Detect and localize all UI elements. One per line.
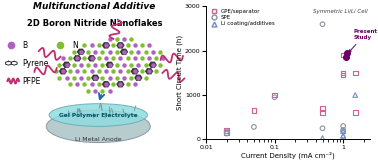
Text: PFPE: PFPE — [23, 76, 41, 86]
Polygon shape — [63, 62, 70, 67]
Polygon shape — [149, 62, 156, 67]
Point — [319, 137, 325, 139]
Y-axis label: Short Circuit Time (h): Short Circuit Time (h) — [177, 35, 183, 110]
Ellipse shape — [46, 110, 150, 143]
Legend: GPE/separator, SPE, Li coating/additives: GPE/separator, SPE, Li coating/additives — [208, 8, 276, 28]
Point — [224, 131, 230, 134]
Point — [352, 72, 358, 74]
Point — [340, 134, 346, 137]
Text: 2D Boron Nitride Nanoflakes: 2D Boron Nitride Nanoflakes — [27, 19, 162, 29]
Polygon shape — [102, 82, 110, 87]
X-axis label: Current Density (mA cm⁻²): Current Density (mA cm⁻²) — [241, 151, 335, 159]
Point — [319, 127, 325, 130]
Text: Multifunctional Additive: Multifunctional Additive — [33, 2, 156, 11]
Point — [251, 109, 257, 112]
Point — [340, 74, 346, 76]
Point — [340, 130, 346, 133]
Polygon shape — [135, 75, 142, 80]
Polygon shape — [117, 82, 124, 87]
Point — [319, 111, 325, 114]
Polygon shape — [77, 49, 84, 54]
Ellipse shape — [49, 104, 147, 126]
Polygon shape — [132, 69, 138, 74]
Text: Gel Polymer Electrolyte: Gel Polymer Electrolyte — [59, 113, 138, 117]
Point — [340, 125, 346, 127]
Polygon shape — [92, 75, 99, 80]
Polygon shape — [59, 69, 67, 74]
Point — [271, 94, 277, 96]
Point — [224, 129, 230, 132]
Text: Pyrene: Pyrene — [23, 59, 49, 68]
Text: Present
Study: Present Study — [349, 29, 377, 52]
Point — [224, 132, 230, 135]
Polygon shape — [121, 49, 127, 54]
Point — [340, 54, 346, 57]
Point — [340, 129, 346, 131]
Point — [319, 107, 325, 110]
Polygon shape — [146, 69, 152, 74]
Point — [340, 72, 346, 74]
Text: Symmetric Li/Li Cell: Symmetric Li/Li Cell — [313, 9, 367, 14]
Text: N: N — [72, 41, 77, 50]
Point — [344, 52, 350, 54]
Polygon shape — [102, 43, 110, 48]
Text: Li Metal Anode: Li Metal Anode — [75, 137, 122, 142]
Polygon shape — [88, 56, 95, 61]
Text: B: B — [23, 41, 28, 50]
Point — [251, 126, 257, 128]
Polygon shape — [106, 62, 113, 67]
Polygon shape — [74, 56, 81, 61]
Point — [271, 96, 277, 98]
Point — [319, 23, 325, 25]
Point — [340, 130, 346, 133]
Point — [352, 94, 358, 96]
Point — [224, 130, 230, 133]
Point — [352, 111, 358, 114]
Polygon shape — [117, 43, 124, 48]
Point — [343, 55, 349, 58]
Point — [340, 134, 346, 137]
